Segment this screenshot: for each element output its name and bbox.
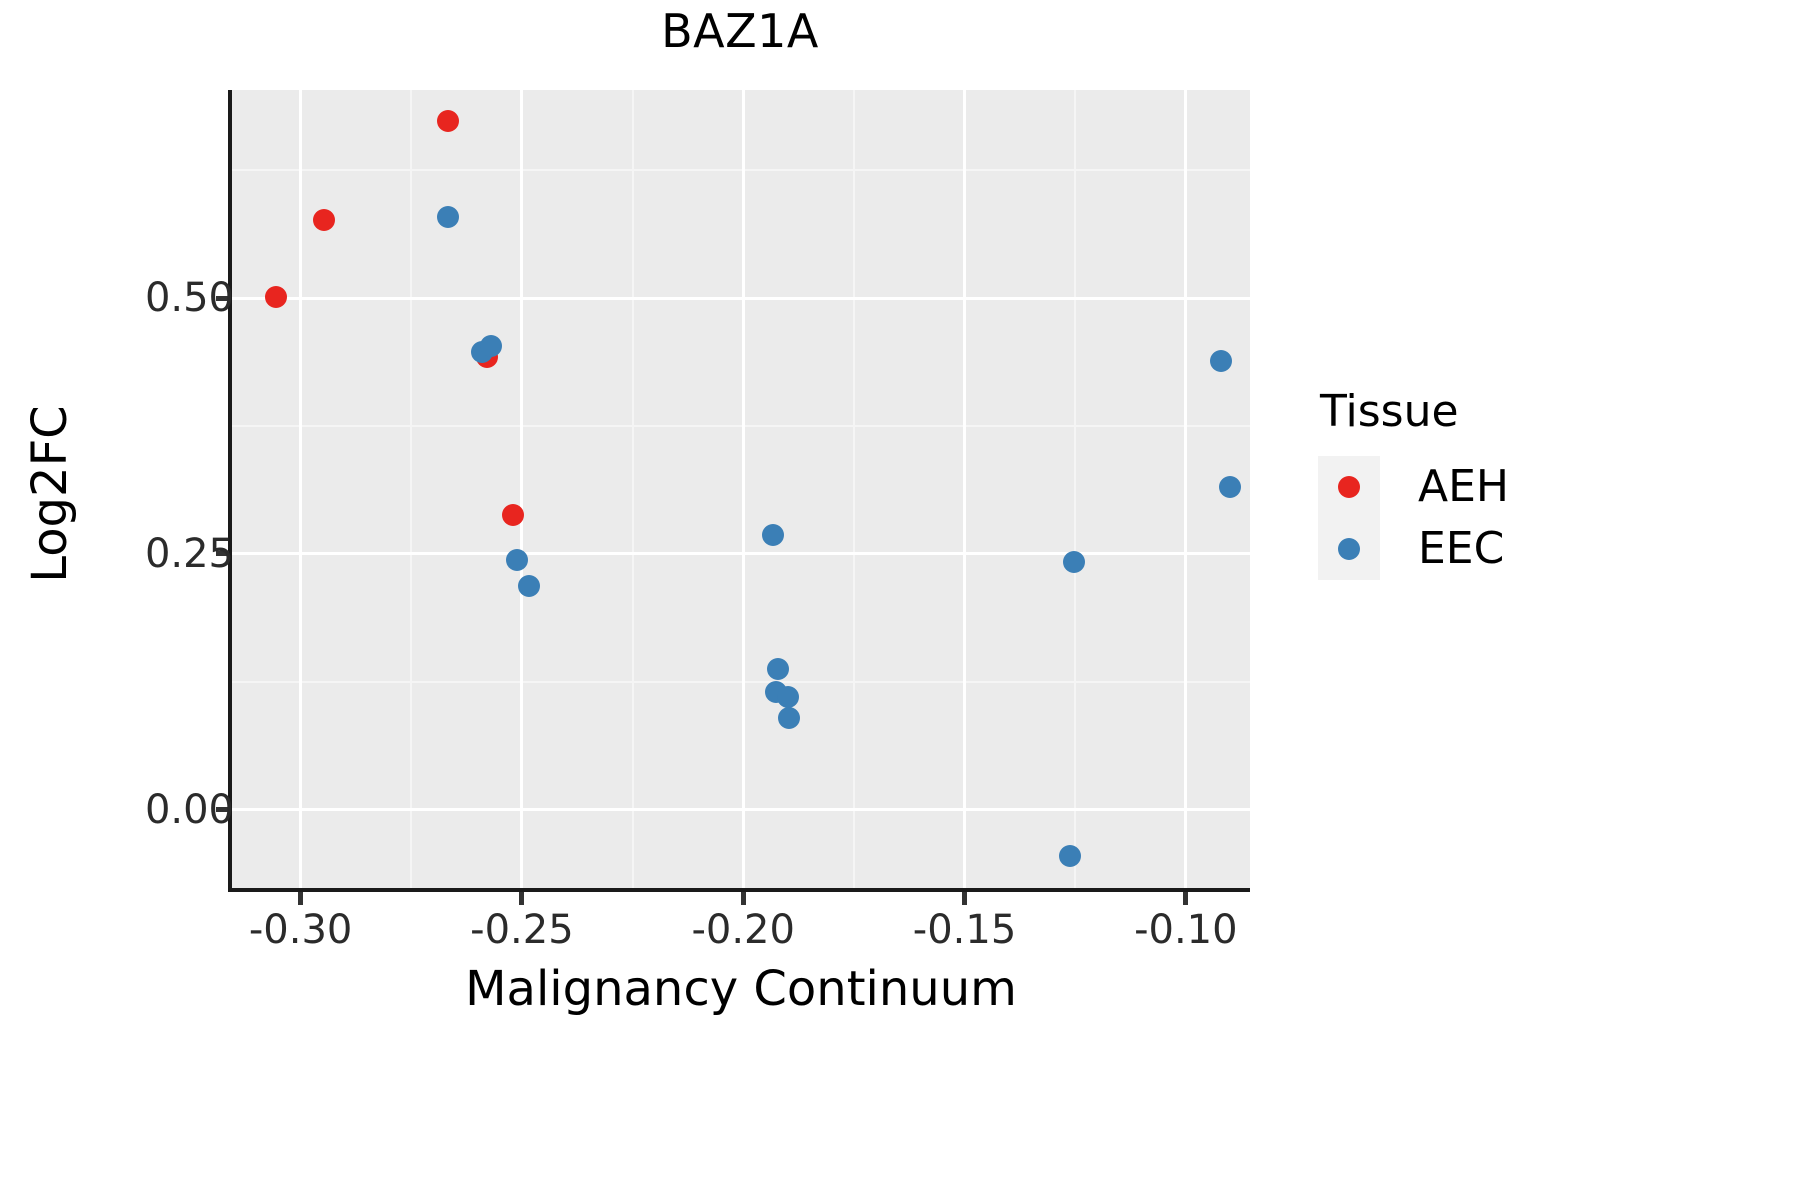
x-axis-tick-label: -0.20: [691, 907, 795, 953]
gridline-major-vertical: [520, 90, 524, 890]
y-axis-tick: [216, 295, 229, 301]
legend-item-label: AEH: [1418, 461, 1509, 512]
gridline-minor-horizontal: [232, 169, 1250, 172]
gridline-minor-vertical: [852, 90, 855, 890]
legend-swatch: [1318, 456, 1380, 518]
legend-title: Tissue: [1320, 386, 1459, 437]
gridline-major-vertical: [741, 90, 745, 890]
data-point-aeh: [265, 285, 288, 308]
data-point-eec: [1063, 550, 1086, 573]
data-point-aeh: [501, 503, 524, 526]
data-point-eec: [1218, 475, 1241, 498]
y-axis-tick-label: 0.25: [144, 530, 234, 577]
legend-dot-icon: [1338, 538, 1360, 560]
y-axis-title: Log2FC: [22, 405, 78, 583]
x-axis-tick: [962, 892, 968, 905]
gridline-major-vertical: [299, 90, 303, 890]
x-axis-line: [228, 888, 1250, 892]
gridline-minor-vertical: [631, 90, 634, 890]
page-title: BAZ1A: [661, 4, 819, 58]
gridline-minor-horizontal: [232, 680, 1250, 683]
y-axis-line: [228, 90, 232, 892]
gridline-major-horizontal: [232, 808, 1250, 812]
x-axis-tick-label: -0.25: [470, 907, 574, 953]
data-point-eec: [777, 685, 800, 708]
data-point-eec: [517, 575, 540, 598]
y-axis-tick: [216, 551, 229, 557]
data-point-eec: [766, 658, 789, 681]
data-point-eec: [1059, 845, 1082, 868]
data-point-eec: [1210, 350, 1233, 373]
gridline-minor-vertical: [410, 90, 413, 890]
x-axis-tick-label: -0.30: [248, 907, 353, 953]
y-axis-tick: [216, 807, 229, 813]
data-point-aeh: [313, 208, 336, 231]
y-axis-tick-label: 0.00: [144, 786, 234, 833]
x-axis-tick: [740, 892, 746, 905]
x-axis-tick-label: -0.15: [912, 907, 1017, 953]
gridline-major-vertical: [1184, 90, 1188, 890]
data-point-eec: [761, 524, 784, 546]
x-axis-tick: [1183, 892, 1189, 905]
data-point-eec: [479, 334, 502, 357]
data-point-eec: [436, 205, 459, 228]
x-axis-tick: [298, 892, 304, 905]
y-axis-tick-label: 0.50: [144, 275, 234, 322]
data-point-aeh: [437, 109, 460, 132]
data-point-eec: [505, 548, 528, 571]
legend-item-aeh[interactable]: AEH: [1318, 456, 1788, 518]
gridline-major-horizontal: [232, 296, 1250, 300]
gridline-major-horizontal: [232, 552, 1250, 556]
gridline-minor-vertical: [1074, 90, 1077, 890]
legend-dot-icon: [1338, 476, 1360, 498]
data-point-eec: [778, 707, 801, 730]
legend-entries: AEH EEC: [1318, 456, 1788, 580]
legend-item-eec[interactable]: EEC: [1318, 518, 1788, 580]
legend-item-label: EEC: [1418, 523, 1505, 574]
x-axis-tick: [519, 892, 525, 905]
legend-swatch: [1318, 518, 1380, 580]
gridline-minor-horizontal: [232, 425, 1250, 428]
x-axis-title: Malignancy Continuum: [465, 961, 1017, 1017]
x-axis-tick-label: -0.10: [1134, 907, 1238, 953]
plot-panel: [232, 90, 1250, 890]
legend: Tissue AEH EEC: [1318, 390, 1788, 580]
gridline-major-vertical: [963, 90, 967, 890]
